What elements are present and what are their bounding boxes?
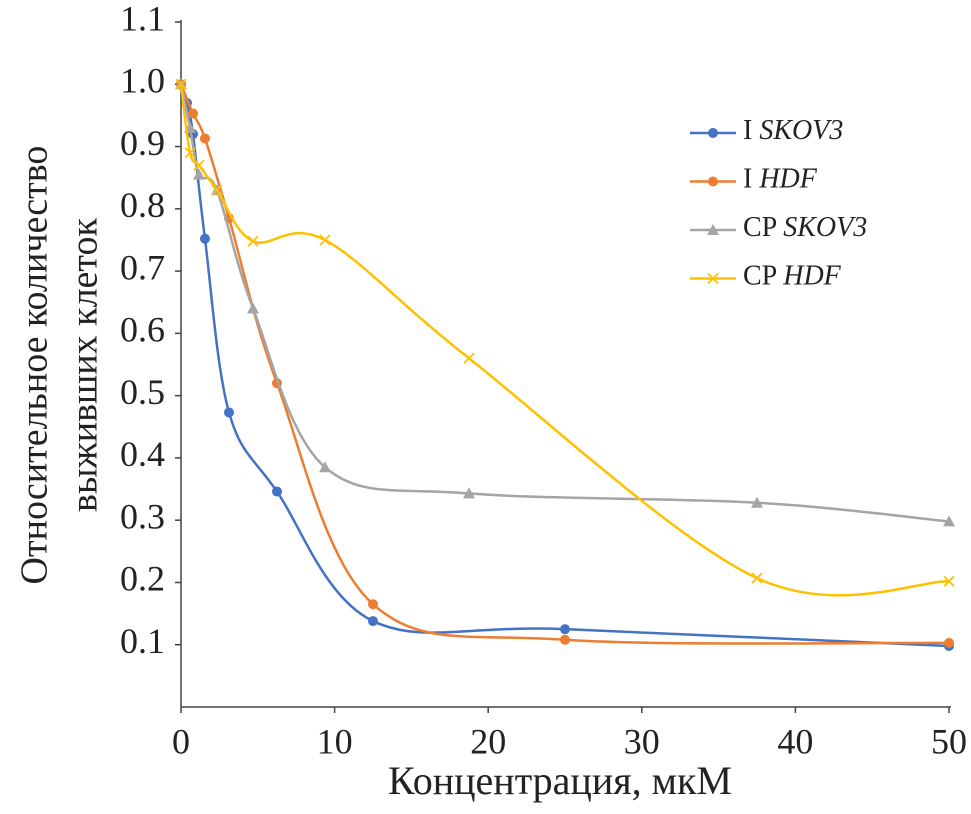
point [193,159,205,171]
point [368,599,378,610]
series-line [179,83,950,645]
y-tick-label: 0.2 [120,559,165,599]
point [368,616,378,627]
point [211,184,223,196]
series-line [179,83,950,648]
y-tick-label: 1.1 [120,0,165,38]
legend-label-part: CP [743,261,783,292]
point [272,486,282,497]
legend-label: CP SKOV3 [743,212,867,243]
legend-marker [708,176,718,187]
point [751,496,763,508]
y-tick-label: 1.0 [120,61,165,101]
point [560,634,570,645]
legend-label-part: HDF [782,261,841,292]
legend-label-part: HDF [758,164,817,195]
point [463,352,475,364]
point [319,461,331,473]
legend-marker [708,128,718,138]
x-tick-label: 0 [172,721,190,761]
x-tick-label: 10 [317,721,353,761]
point [560,624,570,635]
point [184,147,196,159]
legend-label-part: I [743,115,759,146]
point [187,108,198,119]
legend-marker [707,224,719,235]
legend-label-part: I [743,164,759,195]
x-tick-label: 50 [931,721,967,761]
x-tick-label: 30 [624,721,660,761]
y-axis-label: выживших клеток [64,217,106,512]
y-tick-label: 0.7 [120,247,165,287]
point [751,572,763,584]
x-axis-label: Концентрация, мкМ [388,758,732,803]
y-axis-label: Относительное количество [14,146,56,585]
point [199,133,210,144]
point [943,515,955,527]
legend-label-part: CP [743,212,783,243]
point [463,487,475,499]
point [192,168,205,180]
series-line [179,84,950,523]
series-line [179,84,950,597]
y-tick-label: 0.9 [120,123,165,163]
y-tick-label: 0.3 [120,496,165,536]
y-tick-label: 0.6 [120,310,165,350]
y-tick-label: 0.1 [120,621,165,661]
point [319,234,331,246]
legend-label-part: SKOV3 [783,212,867,243]
point [247,235,259,247]
y-tick-label: 0.8 [120,185,165,225]
point [199,233,210,244]
point [247,302,260,314]
legend-label: I SKOV3 [743,115,843,146]
y-tick-label: 0.4 [120,434,165,474]
point [943,575,955,587]
point [944,637,954,648]
legend-label: CP HDF [743,261,842,292]
y-tick-label: 0.5 [120,372,165,412]
legend-label: I HDF [743,164,818,195]
point [175,78,187,90]
x-tick-label: 40 [777,721,813,761]
point [224,407,234,418]
legend-marker [707,272,719,285]
legend-label-part: SKOV3 [759,115,843,146]
x-tick-label: 20 [470,721,506,761]
